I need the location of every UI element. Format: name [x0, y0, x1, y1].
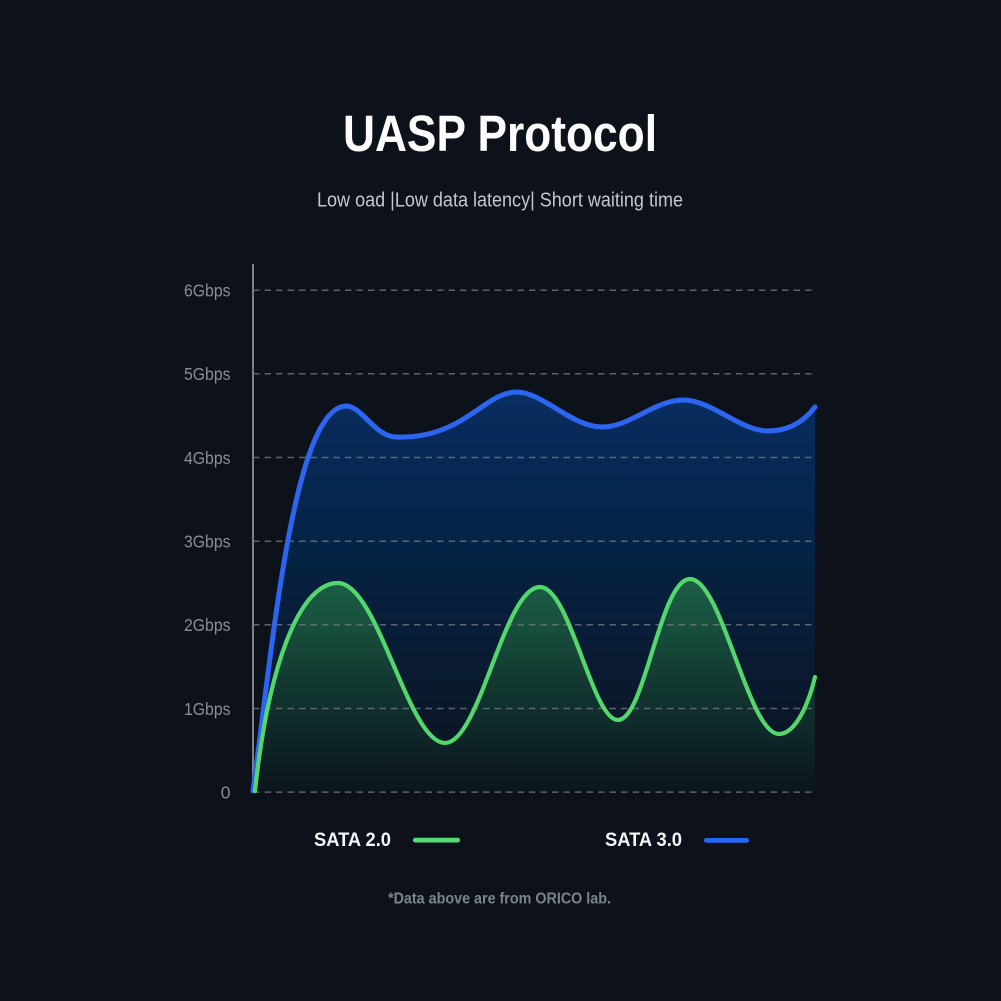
svg-text:1Gbps: 1Gbps [184, 699, 231, 719]
svg-text:3Gbps: 3Gbps [184, 532, 231, 552]
svg-text:2Gbps: 2Gbps [184, 615, 231, 635]
svg-text:5Gbps: 5Gbps [184, 364, 231, 384]
svg-text:4Gbps: 4Gbps [184, 448, 231, 468]
svg-text:*Data above are from ORICO lab: *Data above are from ORICO lab. [388, 891, 611, 908]
svg-text:SATA 3.0: SATA 3.0 [605, 829, 682, 851]
svg-text:SATA 2.0: SATA 2.0 [314, 829, 391, 851]
svg-text:6Gbps: 6Gbps [184, 281, 231, 301]
svg-text:UASP Protocol: UASP Protocol [343, 105, 657, 162]
svg-text:Low oad |Low data latency| Sho: Low oad |Low data latency| Short waiting… [317, 190, 683, 212]
svg-text:0: 0 [221, 782, 231, 802]
